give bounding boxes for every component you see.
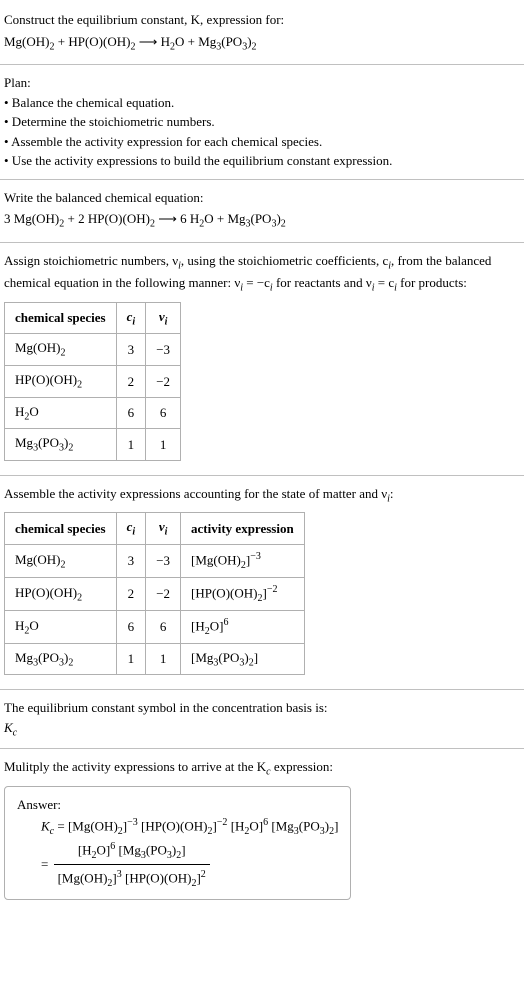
plan-item: • Determine the stoichiometric numbers. [4, 112, 520, 132]
cell-ci: 2 [116, 366, 146, 398]
species: + 2 HP(O)(OH) [64, 211, 150, 226]
table-row: H2O 6 6 [H2O]6 [5, 610, 305, 643]
answer-line-1: Kc = [Mg(OH)2]−3 [HP(O)(OH)2]−2 [H2O]6 [… [41, 815, 338, 839]
table-row: HP(O)(OH)2 2 −2 [HP(O)(OH)2]−2 [5, 577, 305, 610]
cell-activity: [Mg3(PO3)2] [181, 643, 305, 675]
kc-symbol: Kc [4, 718, 520, 741]
col-ci: ci [116, 513, 146, 545]
k: K [4, 720, 13, 735]
table-header-row: chemical species ci νi activity expressi… [5, 513, 305, 545]
col-nui: νi [146, 513, 181, 545]
cell-ci: 3 [116, 334, 146, 366]
fraction: [H2O]6 [Mg3(PO3)2] [Mg(OH)2]3 [HP(O)(OH)… [54, 839, 210, 892]
plan-item: • Assemble the activity expression for e… [4, 132, 520, 152]
table-header-row: chemical species ci νi [5, 302, 181, 334]
cell-ci: 3 [116, 545, 146, 578]
cell-species: Mg(OH)2 [5, 334, 117, 366]
cell-species: H2O [5, 397, 117, 429]
plan-section: Plan: • Balance the chemical equation. •… [0, 65, 524, 180]
cell-nui: 6 [146, 397, 181, 429]
table-row: H2O 6 6 [5, 397, 181, 429]
cell-nui: 1 [146, 643, 181, 675]
text: = −c [243, 275, 270, 290]
species: + HP(O)(OH) [55, 34, 131, 49]
text: expression: [271, 759, 333, 774]
activity-section: Assemble the activity expressions accoun… [0, 476, 524, 691]
cell-activity: [H2O]6 [181, 610, 305, 643]
cell-nui: −3 [146, 545, 181, 578]
final-text: Mulitply the activity expressions to arr… [4, 757, 520, 780]
arrow: ⟶ H [135, 34, 170, 49]
table-row: HP(O)(OH)2 2 −2 [5, 366, 181, 398]
table-row: Mg3(PO3)2 1 1 [Mg3(PO3)2] [5, 643, 305, 675]
col-ci: ci [116, 302, 146, 334]
cell-ci: 6 [116, 610, 146, 643]
stoich-text: Assign stoichiometric numbers, νi, using… [4, 251, 520, 296]
col-species: chemical species [5, 513, 117, 545]
prompt-line-1: Construct the equilibrium constant, K, e… [4, 10, 520, 30]
species: O + Mg [175, 34, 216, 49]
plan-item: • Use the activity expressions to build … [4, 151, 520, 171]
text: Assign stoichiometric numbers, ν [4, 253, 178, 268]
text: for reactants and ν [273, 275, 372, 290]
col-activity: activity expression [181, 513, 305, 545]
stoich-table: chemical species ci νi Mg(OH)2 3 −3 HP(O… [4, 302, 181, 461]
cell-species: HP(O)(OH)2 [5, 366, 117, 398]
balanced-equation: 3 Mg(OH)2 + 2 HP(O)(OH)2 ⟶ 6 H2O + Mg3(P… [4, 209, 520, 232]
cell-ci: 1 [116, 643, 146, 675]
cell-species: Mg3(PO3)2 [5, 429, 117, 461]
activity-text: Assemble the activity expressions accoun… [4, 484, 520, 507]
species: (PO [221, 34, 242, 49]
species: 3 Mg(OH) [4, 211, 59, 226]
kc-symbol-section: The equilibrium constant symbol in the c… [0, 690, 524, 749]
unbalanced-equation: Mg(OH)2 + HP(O)(OH)2 ⟶ H2O + Mg3(PO3)2 [4, 32, 520, 55]
text: , using the stoichiometric coefficients,… [181, 253, 388, 268]
answer-line-2: = [H2O]6 [Mg3(PO3)2] [Mg(OH)2]3 [HP(O)(O… [41, 839, 338, 892]
species: Mg(OH) [4, 34, 50, 49]
text: Mulitply the activity expressions to arr… [4, 759, 266, 774]
plan-heading: Plan: [4, 73, 520, 93]
cell-nui: −2 [146, 577, 181, 610]
text: Construct the equilibrium constant, K, e… [4, 12, 284, 27]
text: for products: [397, 275, 467, 290]
table-row: Mg3(PO3)2 1 1 [5, 429, 181, 461]
text: = c [374, 275, 394, 290]
answer-heading: Answer: [17, 795, 338, 815]
cell-species: Mg3(PO3)2 [5, 643, 117, 675]
col-species: chemical species [5, 302, 117, 334]
fraction-denominator: [Mg(OH)2]3 [HP(O)(OH)2]2 [54, 865, 210, 891]
col-nui: νi [146, 302, 181, 334]
sub: 2 [281, 219, 286, 230]
species: (PO [251, 211, 272, 226]
cell-ci: 1 [116, 429, 146, 461]
balanced-heading: Write the balanced chemical equation: [4, 188, 520, 208]
table-row: Mg(OH)2 3 −3 [Mg(OH)2]−3 [5, 545, 305, 578]
kc-text: The equilibrium constant symbol in the c… [4, 698, 520, 718]
cell-nui: 1 [146, 429, 181, 461]
text: : [390, 486, 394, 501]
fraction-numerator: [H2O]6 [Mg3(PO3)2] [54, 839, 210, 866]
plan-item: • Balance the chemical equation. [4, 93, 520, 113]
text: Assemble the activity expressions accoun… [4, 486, 387, 501]
cell-activity: [Mg(OH)2]−3 [181, 545, 305, 578]
balanced-section: Write the balanced chemical equation: 3 … [0, 180, 524, 243]
final-section: Mulitply the activity expressions to arr… [0, 749, 524, 908]
cell-species: H2O [5, 610, 117, 643]
cell-nui: 6 [146, 610, 181, 643]
cell-nui: −3 [146, 334, 181, 366]
cell-species: HP(O)(OH)2 [5, 577, 117, 610]
activity-table: chemical species ci νi activity expressi… [4, 512, 305, 675]
cell-nui: −2 [146, 366, 181, 398]
cell-species: Mg(OH)2 [5, 545, 117, 578]
cell-ci: 6 [116, 397, 146, 429]
stoich-section: Assign stoichiometric numbers, νi, using… [0, 243, 524, 476]
arrow: ⟶ 6 H [155, 211, 199, 226]
species: O + Mg [204, 211, 245, 226]
cell-ci: 2 [116, 577, 146, 610]
answer-box: Answer: Kc = [Mg(OH)2]−3 [HP(O)(OH)2]−2 … [4, 786, 351, 900]
table-row: Mg(OH)2 3 −3 [5, 334, 181, 366]
sub: 2 [252, 41, 257, 52]
prompt-section: Construct the equilibrium constant, K, e… [0, 0, 524, 65]
cell-activity: [HP(O)(OH)2]−2 [181, 577, 305, 610]
